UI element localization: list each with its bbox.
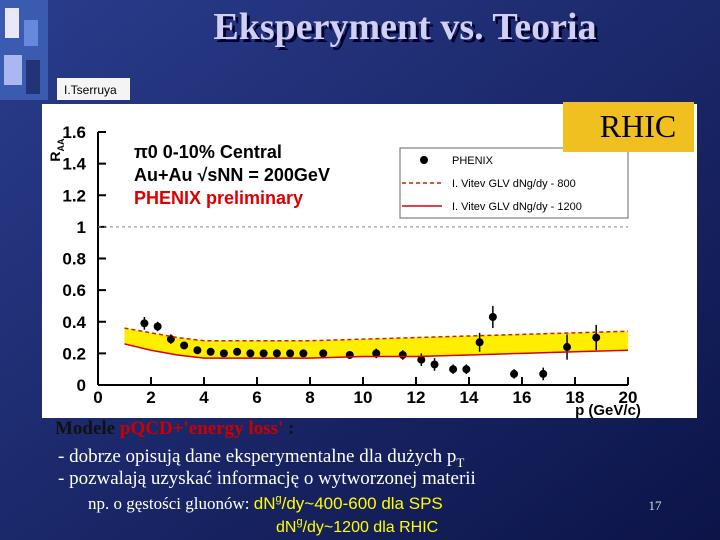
- y-axis-label: RAA: [47, 138, 66, 162]
- tag: RHIC: [600, 108, 676, 144]
- x-tick-label: 12: [407, 388, 426, 407]
- legend-marker: [420, 156, 428, 164]
- y-tick-label: 1: [77, 218, 86, 237]
- line1: Modele pQCD+'energy loss' :: [55, 418, 294, 439]
- line4-sup: g: [275, 493, 281, 505]
- x-tick-label: 4: [199, 388, 209, 407]
- data-point: [398, 350, 407, 359]
- x-axis-label: p (GeV/c): [575, 402, 641, 419]
- line2-a: - dobrze opisują dane eksperymentalne dl…: [58, 446, 456, 467]
- data-point: [299, 349, 308, 358]
- line1-a: Modele: [55, 418, 120, 439]
- legend-label: I. Vitev GLV dNg/dy - 800: [452, 178, 576, 190]
- line1-c: :: [283, 418, 294, 439]
- line2: - dobrze opisują dane eksperymentalne dl…: [58, 446, 464, 470]
- data-point: [286, 349, 295, 358]
- chart: 0 0.2 0.4 0.6 0.8 1 1.2 1.4 1.6 0 2 4 6 8 10 12 14 16 18 20…: [47, 123, 641, 419]
- annotation: π0 0-10% Central: [134, 142, 282, 162]
- page-number: 17: [649, 498, 663, 513]
- y-tick-label: 1.2: [62, 186, 86, 205]
- x-tick-label: 2: [146, 388, 155, 407]
- line4: np. o gęstości gluonów: dNg/dy~400-600 d…: [88, 493, 443, 513]
- data-point: [563, 343, 572, 352]
- data-point: [488, 313, 497, 322]
- line4-b: dN: [254, 494, 276, 513]
- data-point: [233, 347, 242, 356]
- data-point: [206, 347, 215, 356]
- title: Eksperyment vs. Teoria: [213, 6, 596, 48]
- data-point: [475, 338, 484, 347]
- line2-sub: T: [456, 455, 464, 470]
- x-tick-label: 20: [619, 388, 638, 407]
- x-tick-label: 10: [354, 388, 373, 407]
- data-point: [246, 349, 255, 358]
- line1-b: pQCD+'energy loss': [120, 418, 283, 439]
- annotation: PHENIX preliminary: [134, 188, 303, 208]
- y-tick-label: 0.8: [62, 250, 86, 269]
- x-tick-label: 16: [513, 388, 532, 407]
- line4-a: np. o gęstości gluonów:: [88, 494, 254, 513]
- y-tick-label: 1.6: [62, 123, 86, 142]
- y-axis-label-sub: AA: [56, 138, 66, 151]
- data-point: [140, 319, 149, 328]
- x-tick-label: 0: [93, 388, 102, 407]
- author-box: [57, 78, 130, 100]
- data-point: [153, 322, 162, 331]
- line5-b: dN: [276, 519, 296, 536]
- line5: dNg/dy~1200 dla RHIC: [276, 516, 438, 536]
- x-tick-label: 8: [305, 388, 314, 407]
- data-point: [539, 369, 548, 378]
- data-point: [372, 349, 381, 358]
- data-point: [510, 369, 519, 378]
- y-tick-label: 0.2: [62, 344, 86, 363]
- tag-box: [563, 102, 694, 152]
- data-point: [592, 333, 601, 342]
- legend-label: I. Vitev GLV dNg/dy - 1200: [452, 201, 582, 213]
- x-tick-label: 18: [566, 388, 585, 407]
- stained-glass: [0, 0, 48, 100]
- theory-line: [124, 343, 629, 359]
- data-point: [180, 341, 189, 350]
- data-point: [462, 365, 471, 374]
- data-point: [259, 349, 268, 358]
- y-tick-label: 0.6: [62, 281, 86, 300]
- y-tick-label: 0: [77, 376, 86, 395]
- title-shadow: Eksperyment vs. Teoria: [216, 9, 599, 51]
- y-tick-label: 0.4: [62, 313, 86, 332]
- data-point: [193, 346, 202, 355]
- line5-c: /dy~1200 dla RHIC: [303, 519, 439, 536]
- data-point: [319, 349, 328, 358]
- author: I.Tserruya: [64, 83, 117, 97]
- x-tick-label: 14: [460, 388, 479, 407]
- y-axis-label-main: R: [47, 151, 63, 161]
- line3: - pozwalają uzyskać informację o wytworz…: [58, 468, 476, 489]
- data-point: [430, 360, 439, 369]
- data-point: [219, 349, 228, 358]
- data-point: [449, 365, 458, 374]
- y-tick-label: 1.4: [62, 155, 86, 174]
- legend-label: PHENIX: [452, 155, 494, 167]
- x-tick-label: 6: [252, 388, 261, 407]
- line4-c: /dy~400-600 dla SPS: [282, 494, 443, 513]
- data-point: [417, 355, 426, 364]
- annotation: Au+Au √sNN = 200GeV: [134, 165, 330, 185]
- line5-sup: g: [296, 516, 302, 528]
- data-point: [272, 349, 281, 358]
- theory-line: [124, 327, 629, 342]
